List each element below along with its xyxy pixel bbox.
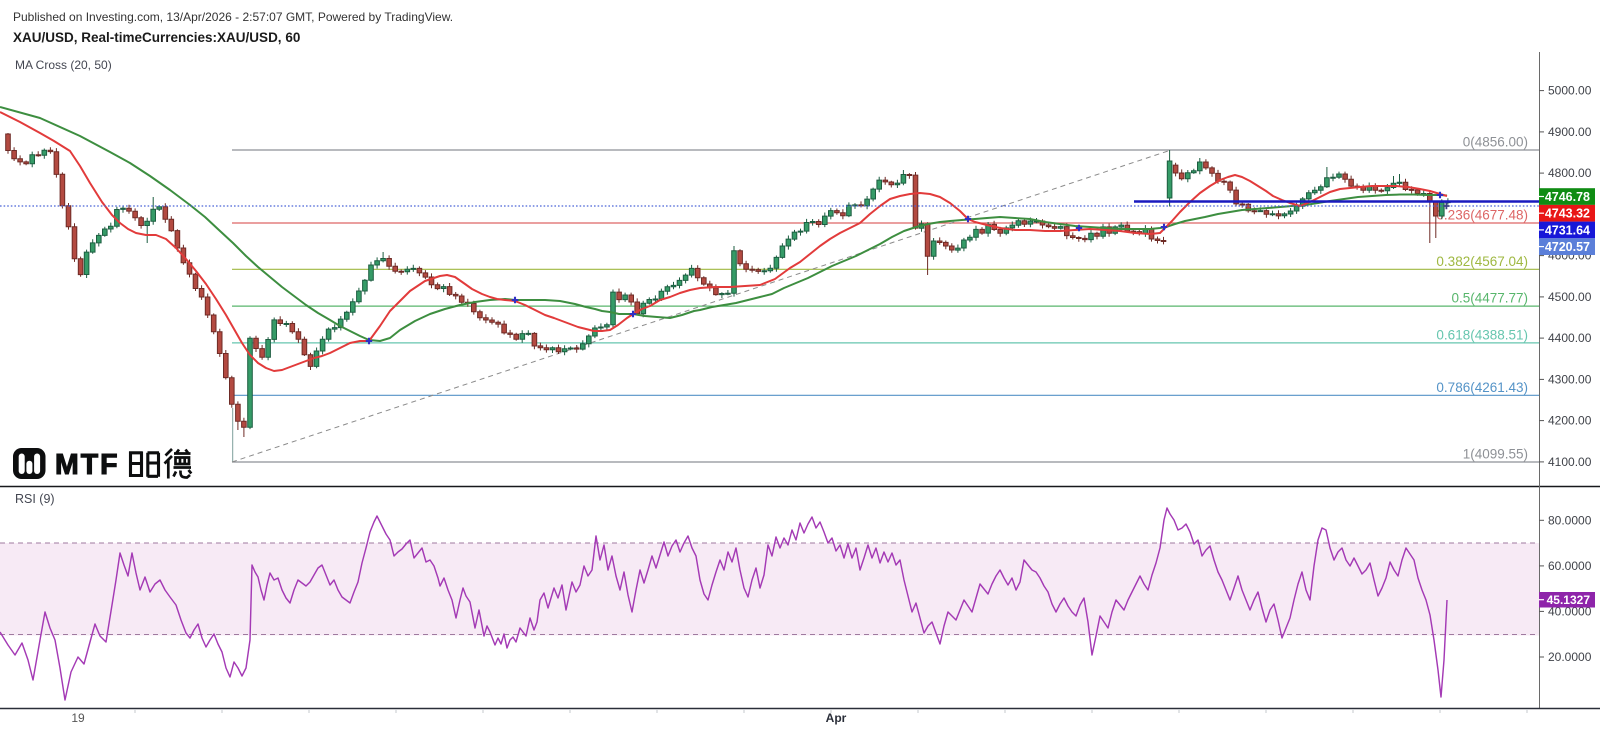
- svg-text:4300.00: 4300.00: [1548, 372, 1592, 386]
- svg-text:4900.00: 4900.00: [1548, 125, 1592, 139]
- svg-text:5000.00: 5000.00: [1548, 84, 1592, 98]
- svg-text:0.5(4477.77): 0.5(4477.77): [1451, 291, 1528, 306]
- svg-text:1(4099.55): 1(4099.55): [1463, 447, 1528, 462]
- svg-text:45.1327: 45.1327: [1547, 593, 1591, 607]
- svg-text:40.0000: 40.0000: [1548, 604, 1592, 618]
- svg-text:80.0000: 80.0000: [1548, 513, 1592, 527]
- svg-text:4200.00: 4200.00: [1548, 414, 1592, 428]
- svg-text:0(4856.00): 0(4856.00): [1463, 135, 1528, 150]
- svg-text:XAU/USD, Real-timeCurrencies:X: XAU/USD, Real-timeCurrencies:XAU/USD, 60: [13, 30, 300, 45]
- svg-text:4100.00: 4100.00: [1548, 455, 1592, 469]
- svg-text:60.0000: 60.0000: [1548, 559, 1592, 573]
- svg-text:0.786(4261.43): 0.786(4261.43): [1436, 380, 1528, 395]
- svg-text:RSI (9): RSI (9): [15, 492, 55, 506]
- svg-text:4800.00: 4800.00: [1548, 166, 1592, 180]
- svg-text:MA Cross (20, 50): MA Cross (20, 50): [15, 58, 112, 72]
- svg-text:0.618(4388.51): 0.618(4388.51): [1436, 327, 1528, 342]
- svg-text:4746.78: 4746.78: [1545, 190, 1590, 204]
- svg-text:4400.00: 4400.00: [1548, 331, 1592, 345]
- svg-text:4720.57: 4720.57: [1545, 240, 1590, 254]
- svg-text:19: 19: [71, 711, 85, 725]
- svg-text:4731.64: 4731.64: [1545, 223, 1590, 237]
- svg-text:MTF: MTF: [55, 449, 120, 481]
- svg-text:20.0000: 20.0000: [1548, 650, 1592, 664]
- svg-text:0.382(4567.04): 0.382(4567.04): [1436, 254, 1528, 269]
- svg-text:4500.00: 4500.00: [1548, 290, 1592, 304]
- svg-text:0.236(4677.48): 0.236(4677.48): [1436, 208, 1528, 223]
- svg-text:Apr: Apr: [826, 711, 847, 725]
- svg-text:Published on Investing.com, 13: Published on Investing.com, 13/Apr/2026 …: [13, 10, 453, 24]
- svg-text:4743.32: 4743.32: [1545, 207, 1590, 221]
